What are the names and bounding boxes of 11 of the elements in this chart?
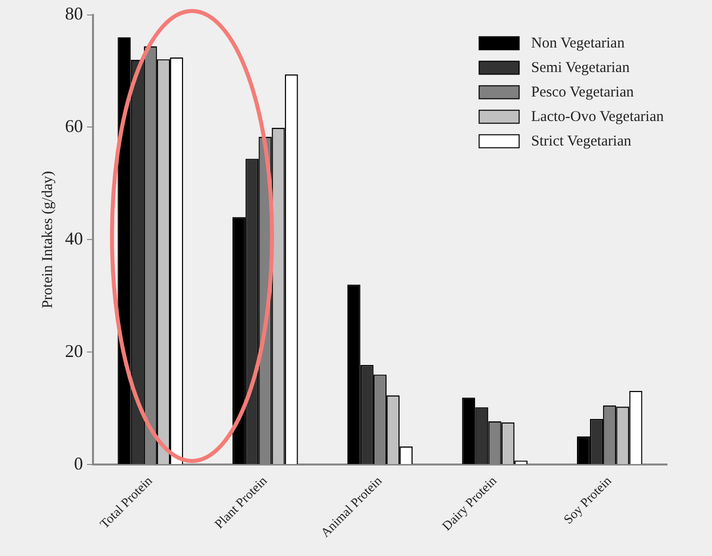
y-tick-label: 20 <box>65 340 83 361</box>
legend-label: Semi Vegetarian <box>531 60 630 76</box>
y-tick-label: 0 <box>74 453 83 474</box>
legend-label: Non Vegetarian <box>531 36 626 52</box>
y-tick-label: 60 <box>65 116 83 136</box>
legend-label: Pesco Vegetarian <box>531 84 634 101</box>
legend-label: Lacto-Ovo Vegetarian <box>531 109 664 126</box>
y-axis-title: Protein Intakes (g/day) <box>40 170 56 308</box>
legend-label: Strict Vegetarian <box>531 134 632 150</box>
y-tick-label: 80 <box>65 4 83 24</box>
y-tick-label: 40 <box>65 228 83 248</box>
